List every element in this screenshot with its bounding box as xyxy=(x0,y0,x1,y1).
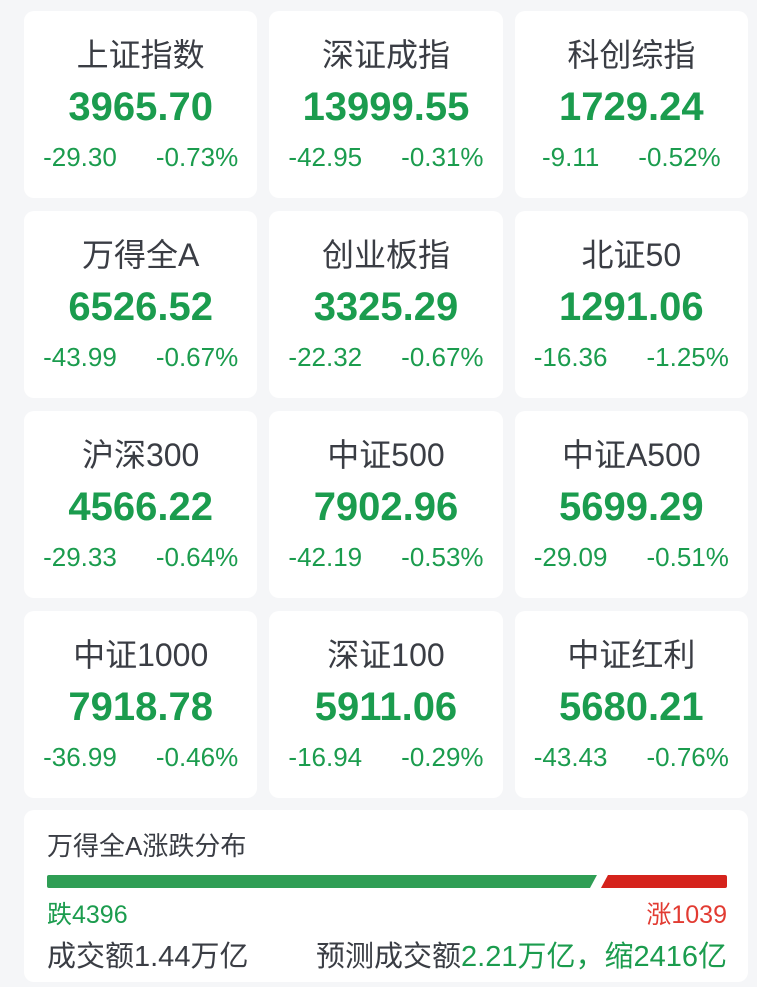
index-value: 7918.78 xyxy=(68,685,213,729)
index-name: 深证100 xyxy=(327,637,445,673)
index-name: 中证500 xyxy=(327,437,445,473)
index-name: 上证指数 xyxy=(76,37,205,73)
index-change-pct: -0.76% xyxy=(646,742,729,772)
index-card[interactable]: 上证指数 3965.70 -29.30 -0.73% xyxy=(24,11,258,198)
market-distribution-panel[interactable]: 万得全A涨跌分布 跌4396 涨1039 成交额1.44万亿 预测成交额2.21… xyxy=(24,810,748,982)
turnover-row: 成交额1.44万亿 预测成交额2.21万亿，缩2416亿 xyxy=(47,942,727,972)
distribution-title: 万得全A涨跌分布 xyxy=(47,831,247,861)
index-change-row: -29.09 -0.51% xyxy=(534,541,729,573)
index-card[interactable]: 中证A500 5699.29 -29.09 -0.51% xyxy=(514,411,748,598)
index-change-row: -16.94 -0.29% xyxy=(288,741,483,773)
index-card[interactable]: 中证1000 7918.78 -36.99 -0.46% xyxy=(24,611,258,798)
index-card[interactable]: 深证100 5911.06 -16.94 -0.29% xyxy=(269,611,503,798)
index-card[interactable]: 深证成指 13999.55 -42.95 -0.31% xyxy=(269,11,503,198)
index-value: 5680.21 xyxy=(559,685,704,729)
fall-bar-segment xyxy=(47,875,597,888)
index-name: 中证A500 xyxy=(561,437,701,473)
turnover-label: 成交额1.44万亿 xyxy=(47,941,249,973)
index-change: -43.43 xyxy=(533,742,608,772)
index-card[interactable]: 沪深300 4566.22 -29.33 -0.64% xyxy=(24,411,258,598)
index-name: 中证红利 xyxy=(567,637,696,673)
index-change-pct: -0.53% xyxy=(401,542,484,572)
index-change-pct: -0.51% xyxy=(646,542,729,572)
index-value: 4566.22 xyxy=(68,485,213,529)
index-change-row: -16.36 -1.25% xyxy=(534,341,729,373)
index-card[interactable]: 创业板指 3325.29 -22.32 -0.67% xyxy=(269,211,503,398)
index-change: -29.33 xyxy=(43,542,117,572)
index-change-pct: -0.64% xyxy=(155,542,239,572)
index-change-row: -22.32 -0.67% xyxy=(288,341,483,373)
index-change: -43.99 xyxy=(43,342,117,372)
rise-count-label: 涨1039 xyxy=(646,901,727,929)
index-change: -16.94 xyxy=(288,742,363,772)
index-change-pct: -0.73% xyxy=(155,142,239,172)
index-change: -29.30 xyxy=(43,142,117,172)
index-change-row: -9.11 -0.52% xyxy=(542,141,721,173)
index-change: -22.32 xyxy=(288,342,363,372)
index-change-pct: -0.29% xyxy=(401,742,484,772)
forecast-prefix: 预测成交额 xyxy=(316,941,462,973)
index-change-pct: -0.31% xyxy=(401,142,484,172)
index-change: -42.95 xyxy=(288,142,363,172)
index-change-row: -43.99 -0.67% xyxy=(43,341,238,373)
fall-count-label: 跌4396 xyxy=(47,901,128,929)
index-card[interactable]: 万得全A 6526.52 -43.99 -0.67% xyxy=(24,211,258,398)
index-change-row: -29.30 -0.73% xyxy=(43,141,238,173)
index-name: 北证50 xyxy=(581,237,682,273)
forecast-turnover-label: 预测成交额2.21万亿，缩2416亿 xyxy=(316,942,727,972)
index-change: -16.36 xyxy=(533,342,608,372)
index-change-pct: -0.67% xyxy=(401,342,484,372)
index-change-row: -42.95 -0.31% xyxy=(288,141,483,173)
index-change: -36.99 xyxy=(43,742,117,772)
rise-bar-segment xyxy=(600,875,727,888)
index-change-row: -36.99 -0.46% xyxy=(43,741,238,773)
index-change-pct: -1.25% xyxy=(646,342,729,372)
index-value: 3965.70 xyxy=(68,85,213,129)
index-value: 6526.52 xyxy=(68,285,213,329)
index-value: 3325.29 xyxy=(313,285,459,329)
index-change-row: -29.33 -0.64% xyxy=(43,541,238,573)
index-value: 13999.55 xyxy=(302,85,470,129)
distribution-counts-row: 跌4396 涨1039 xyxy=(47,903,727,928)
index-name: 创业板指 xyxy=(321,237,450,273)
index-name: 科创综指 xyxy=(567,37,696,73)
index-change: -9.11 xyxy=(541,142,600,172)
index-name: 万得全A xyxy=(81,237,200,273)
index-value: 1291.06 xyxy=(559,285,704,329)
index-change-row: -43.43 -0.76% xyxy=(534,741,729,773)
index-name: 深证成指 xyxy=(321,37,450,73)
forecast-value: 2.21万亿，缩2416亿 xyxy=(461,941,727,973)
index-change-pct: -0.52% xyxy=(638,142,721,172)
index-name: 沪深300 xyxy=(81,437,200,473)
index-change: -29.09 xyxy=(533,542,608,572)
index-change-pct: -0.67% xyxy=(155,342,239,372)
index-value: 5699.29 xyxy=(559,485,704,529)
index-change: -42.19 xyxy=(288,542,363,572)
index-card[interactable]: 中证500 7902.96 -42.19 -0.53% xyxy=(269,411,503,598)
index-card-grid: 上证指数 3965.70 -29.30 -0.73% 深证成指 13999.55… xyxy=(24,11,748,798)
index-card[interactable]: 中证红利 5680.21 -43.43 -0.76% xyxy=(514,611,748,798)
index-change-pct: -0.46% xyxy=(155,742,239,772)
index-name: 中证1000 xyxy=(73,637,209,673)
index-value: 5911.06 xyxy=(314,685,458,729)
index-value: 7902.96 xyxy=(313,485,459,529)
index-card[interactable]: 北证50 1291.06 -16.36 -1.25% xyxy=(514,211,748,398)
index-value: 1729.24 xyxy=(559,85,704,129)
rise-fall-distribution-bar xyxy=(47,875,727,888)
index-card[interactable]: 科创综指 1729.24 -9.11 -0.52% xyxy=(514,11,748,198)
index-change-row: -42.19 -0.53% xyxy=(288,541,483,573)
